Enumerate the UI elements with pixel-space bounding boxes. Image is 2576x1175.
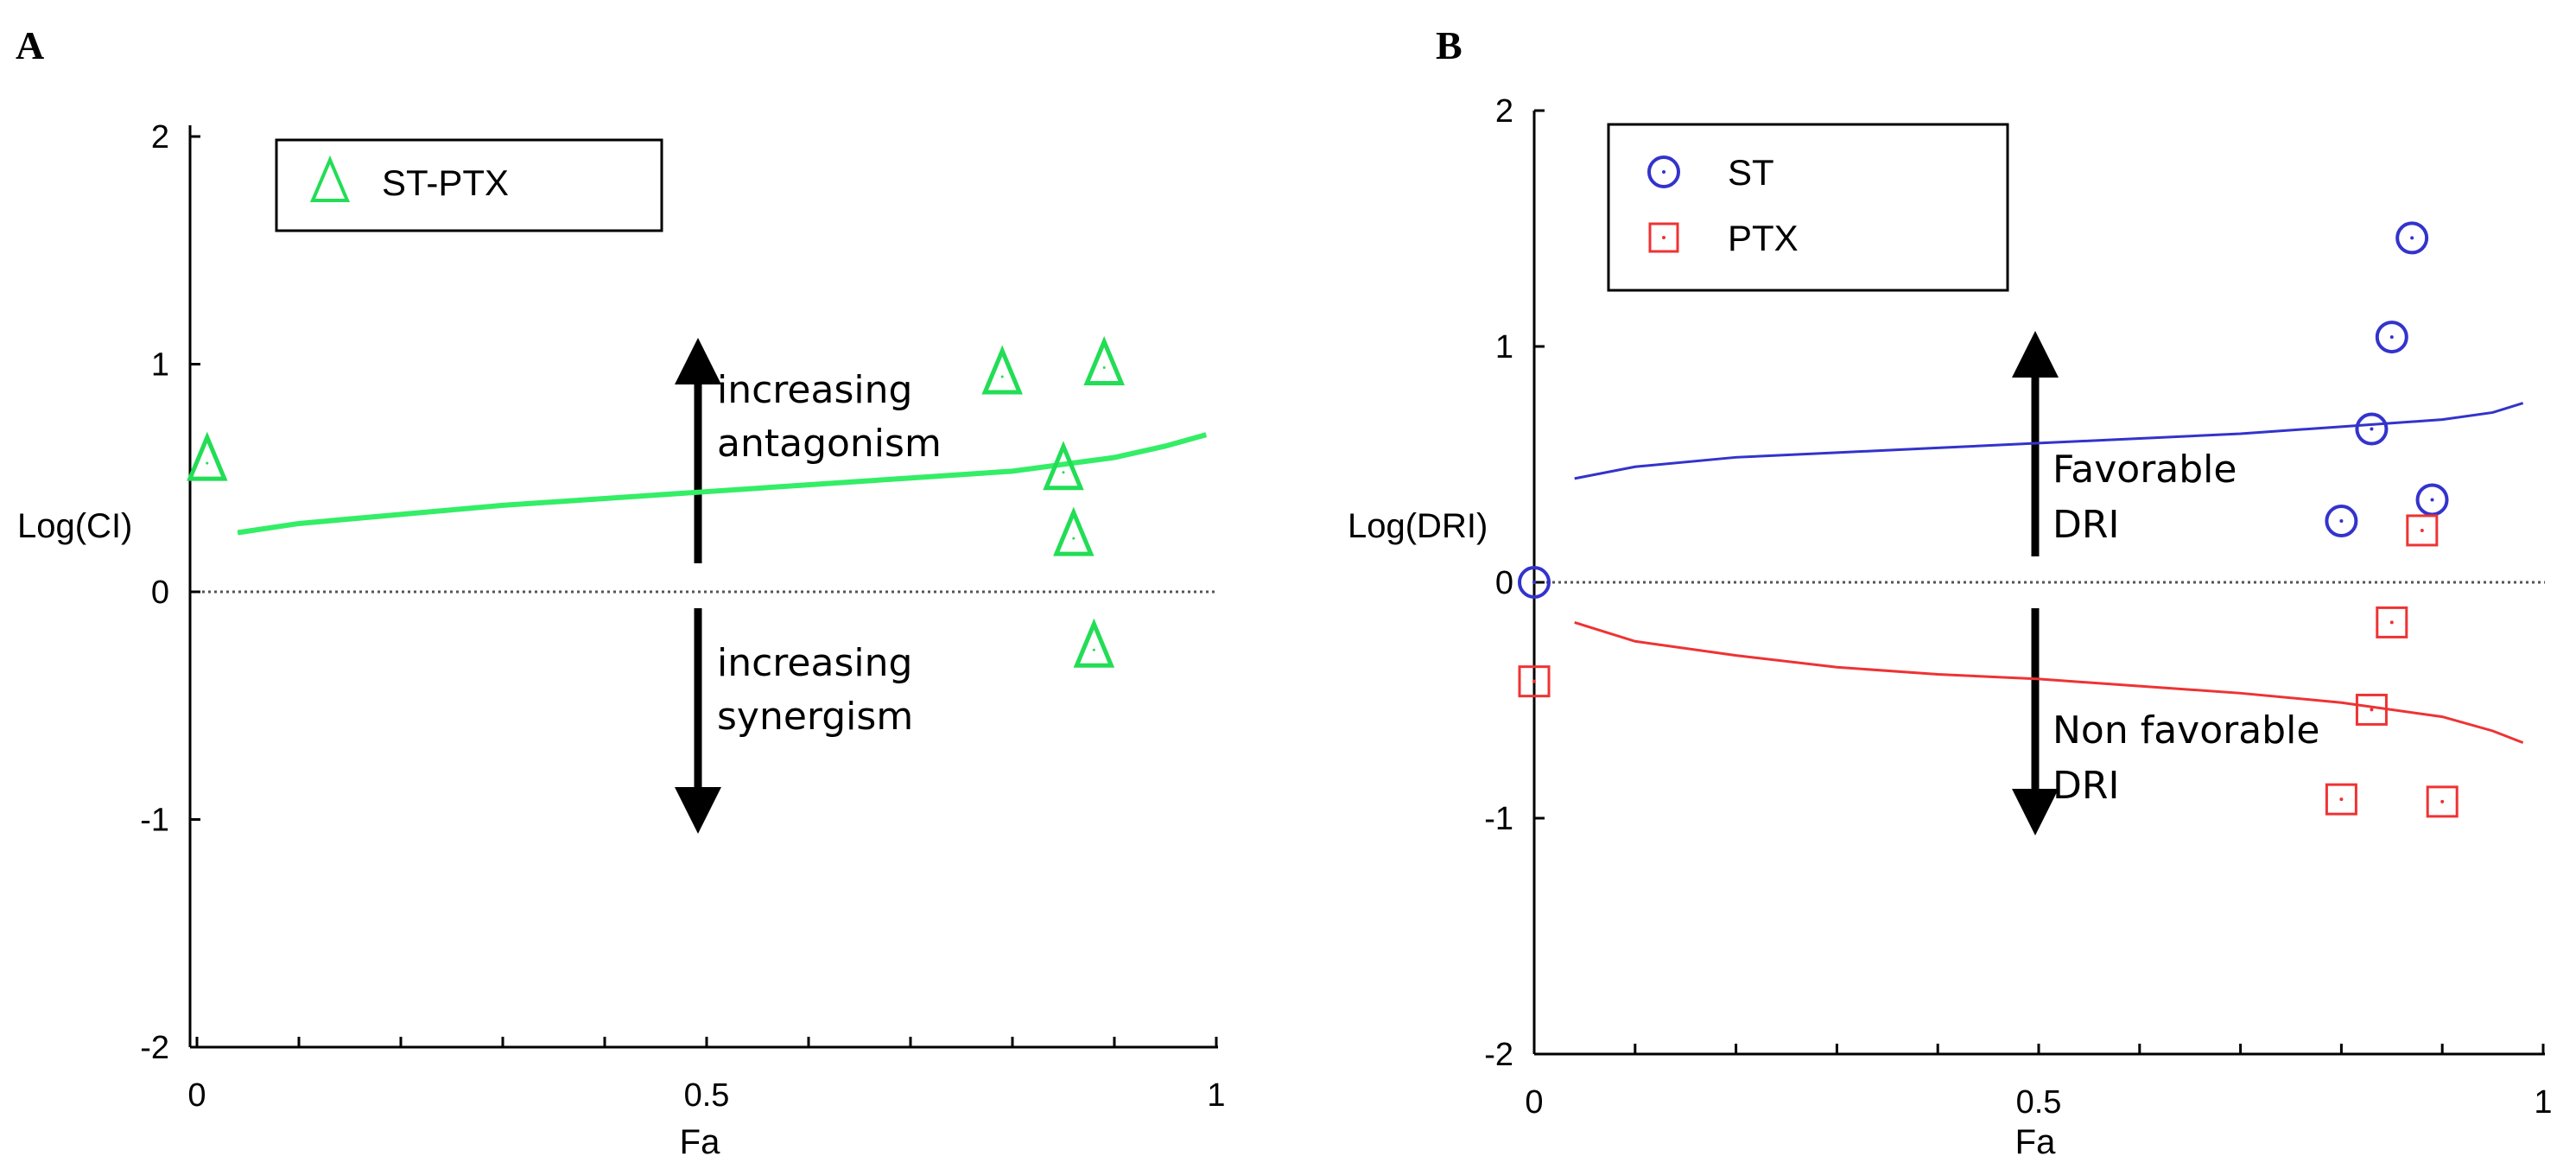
st-point-dot [2430, 498, 2434, 502]
st-point-dot [2410, 236, 2414, 240]
st-pts-point [981, 345, 1023, 395]
st-point [2375, 321, 2408, 354]
ptx-point [2355, 693, 2388, 726]
ptx-point-dot [2420, 528, 2424, 532]
ptx-point-dot [1532, 679, 1536, 683]
st-pts-point [1043, 441, 1084, 491]
ptx-point [2426, 785, 2459, 818]
panel-a-letter: A [16, 23, 44, 67]
panel-a-ticks: -2 -1 0 1 2 0 0.5 1 [140, 119, 1225, 1114]
st-pts-point-dot [1000, 375, 1004, 378]
ptx-point-dot [2440, 799, 2445, 803]
panel-b-y-tick-label: 1 [1495, 329, 1513, 365]
panel-b-y-tick-label: 2 [1495, 93, 1513, 130]
ptx-point [1518, 665, 1551, 698]
st-point-dot [2389, 335, 2394, 340]
panel-b-letter: B [1436, 23, 1462, 67]
panel-b-y-tick-label: 0 [1495, 565, 1513, 601]
panel-a-y-tick-label: -1 [140, 803, 169, 839]
panel-b-annotations: Favorable DRI Non favorable DRI [2012, 331, 2319, 835]
st-pts-point [1053, 506, 1094, 556]
st-point-dot [1532, 581, 1536, 584]
panel-a-x-tick-label: 0 [187, 1077, 206, 1114]
panel-b-legend: ST PTX [1607, 123, 2009, 292]
panel-b-down-text-2: DRI [2053, 764, 2119, 808]
panel-b-marks [1518, 221, 2524, 818]
st-pts-point-dot [1092, 648, 1095, 651]
panel-a-y-tick-label: 1 [151, 347, 169, 384]
legend-circle-icon [1647, 156, 1680, 188]
panel-b-ticks: -2 -1 0 1 2 0 0.5 1 [1484, 93, 2552, 1121]
panel-b-x-tick-label: 1 [2534, 1084, 2552, 1121]
panel-a-annotations: increasing antagonism increasing synergi… [675, 338, 942, 834]
panel-a-x-tick-label: 1 [1207, 1077, 1225, 1114]
st-pts-point [1073, 618, 1115, 668]
st-fit-line [1574, 402, 2524, 480]
panel-a-down-text-2: synergism [717, 695, 913, 739]
panel-a: A -2 -1 0 1 2 0 0.5 1 Log(CI) Fa ST-PTX increas… [16, 23, 1226, 1161]
st-pts-point-dot [1072, 537, 1075, 540]
panel-a-y-tick-label: -2 [140, 1030, 169, 1066]
panel-a-x-tick-label: 0.5 [684, 1077, 730, 1114]
panel-a-down-text-1: increasing [717, 641, 912, 685]
ptx-point-dot [2389, 620, 2394, 625]
st-point-dot [2339, 519, 2344, 524]
st-point [2325, 505, 2358, 538]
legend-square-dot-icon [1662, 236, 1666, 239]
panel-a-y-label: Log(CI) [17, 507, 132, 545]
panel-b-y-tick-label: -1 [1484, 801, 1513, 837]
ptx-point-dot [2339, 797, 2344, 802]
st-point [2355, 412, 2389, 446]
panel-a-marks [187, 336, 1208, 668]
panel-a-up-text-2: antagonism [717, 422, 942, 466]
panel-b-up-text-2: DRI [2053, 503, 2119, 547]
st-point [1518, 566, 1551, 599]
legend-square-icon [1648, 222, 1679, 253]
ptx-point-dot [2370, 708, 2374, 712]
panel-a-legend: ST-PTX [275, 138, 663, 232]
legend-st-pts-label: ST-PTX [382, 162, 509, 203]
panel-a-y-tick-label: 2 [151, 119, 169, 156]
panel-b-up-text-1: Favorable [2053, 448, 2237, 492]
st-pts-point-dot [206, 461, 209, 465]
legend-st-label: ST [1728, 152, 1774, 193]
legend-triangle-icon [309, 155, 351, 202]
panel-b: B -2 -1 0 1 2 0 0.5 1 Log(DRI) Fa ST PTX Favora… [1348, 23, 2553, 1161]
panel-b-legend-box [1607, 123, 2009, 292]
panel-b-x-label: Fa [2015, 1123, 2056, 1161]
ptx-point [2406, 514, 2439, 547]
st-point-dot [2370, 427, 2374, 431]
panel-a-up-text-1: increasing [717, 368, 912, 412]
st-pts-fit-line [237, 432, 1208, 536]
panel-b-y-label: Log(DRI) [1348, 507, 1488, 545]
ptx-point [2376, 606, 2408, 638]
ptx-fit-line [1574, 620, 2524, 745]
panel-b-x-tick-label: 0 [1525, 1084, 1543, 1121]
panel-b-y-tick-label: -2 [1484, 1037, 1513, 1073]
legend-circle-dot-icon [1662, 170, 1666, 174]
st-pts-point [1083, 336, 1125, 385]
st-pts-point [187, 431, 228, 481]
st-point [2395, 221, 2429, 255]
panel-b-x-tick-label: 0.5 [2016, 1084, 2062, 1121]
panel-a-x-label: Fa [680, 1123, 720, 1161]
ptx-point [2325, 783, 2357, 816]
panel-a-y-tick-label: 0 [151, 575, 169, 611]
st-pts-point-dot [1062, 471, 1065, 474]
st-pts-point-dot [1102, 366, 1106, 369]
panel-a-axes [188, 125, 1218, 1049]
panel-a-legend-box [275, 138, 663, 232]
legend-ptx-label: PTX [1728, 218, 1799, 258]
panel-b-down-text-1: Non favorable [2053, 708, 2319, 753]
